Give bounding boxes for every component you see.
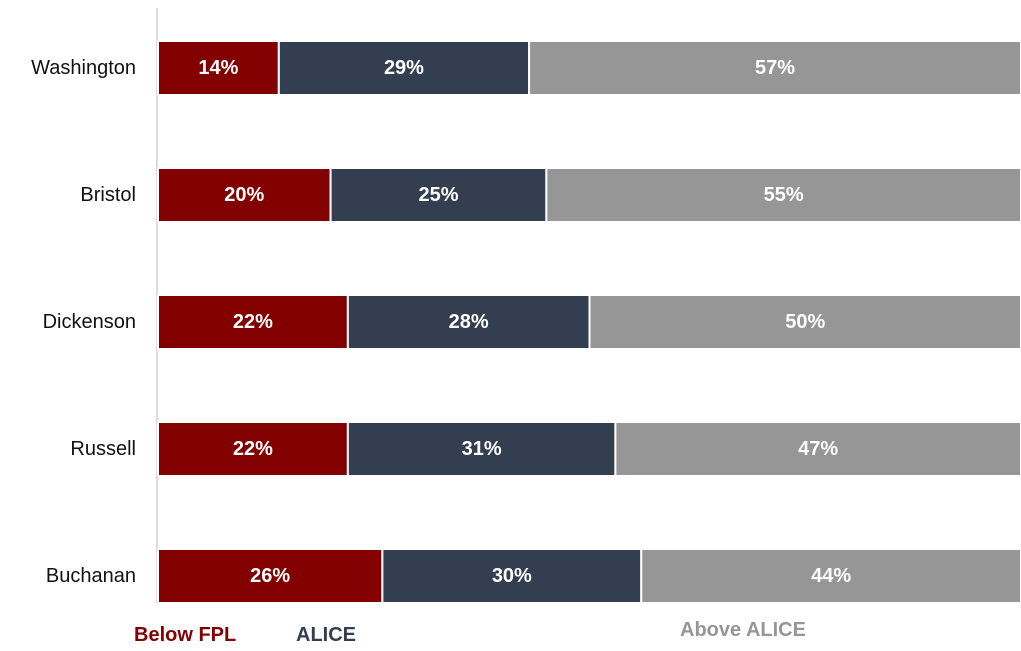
bar-row-washington: Washington 14% 29% 57%	[31, 40, 1021, 96]
legend-item-below-fpl: Below FPL	[134, 624, 237, 646]
category-label: Russell	[70, 438, 136, 460]
legend-item-alice: ALICE	[296, 624, 356, 646]
data-label: 14%	[198, 57, 238, 79]
data-label: 30%	[492, 565, 532, 587]
bar-segment-above-alice	[528, 40, 1021, 96]
bar-segment-below-fpl	[157, 548, 384, 604]
data-label: 22%	[233, 311, 273, 333]
bar-row-buchanan: Buchanan 26% 30% 44%	[46, 548, 1021, 604]
bar-row-bristol: Bristol 20% 25% 55%	[80, 167, 1021, 223]
category-label: Bristol	[80, 184, 136, 206]
data-label: 26%	[250, 565, 290, 587]
data-label: 28%	[449, 311, 489, 333]
data-label: 29%	[384, 57, 424, 79]
category-label: Buchanan	[46, 565, 136, 587]
bar-segment-alice	[381, 548, 643, 604]
data-label: 44%	[811, 565, 851, 587]
category-label: Washington	[31, 57, 136, 79]
bar-segment-below-fpl	[157, 167, 332, 223]
bar-segment-below-fpl	[157, 421, 349, 477]
bar-segment-above-alice	[640, 548, 1021, 604]
bar-row-dickenson: Dickenson 22% 28% 50%	[43, 294, 1021, 350]
bar-segment-above-alice	[614, 421, 1021, 477]
data-label: 50%	[785, 311, 825, 333]
bar-row-russell: Russell 22% 31% 47%	[70, 421, 1021, 477]
data-label: 57%	[755, 57, 795, 79]
legend-item-above-alice: Above ALICE	[680, 619, 806, 641]
data-label: 20%	[224, 184, 264, 206]
bar-segment-alice	[346, 294, 591, 350]
bar-segment-alice	[277, 40, 531, 96]
data-label: 22%	[233, 438, 273, 460]
bar-segment-alice	[346, 421, 617, 477]
bar-groups: Washington 14% 29% 57% Bristol 20% 25% 55% Dicke…	[31, 40, 1021, 604]
data-label: 31%	[462, 438, 502, 460]
data-label: 25%	[418, 184, 458, 206]
bar-segment-above-alice	[588, 294, 1021, 350]
data-label: 47%	[798, 438, 838, 460]
category-label: Dickenson	[43, 311, 136, 333]
bar-segment-above-alice	[545, 167, 1021, 223]
data-label: 55%	[764, 184, 804, 206]
